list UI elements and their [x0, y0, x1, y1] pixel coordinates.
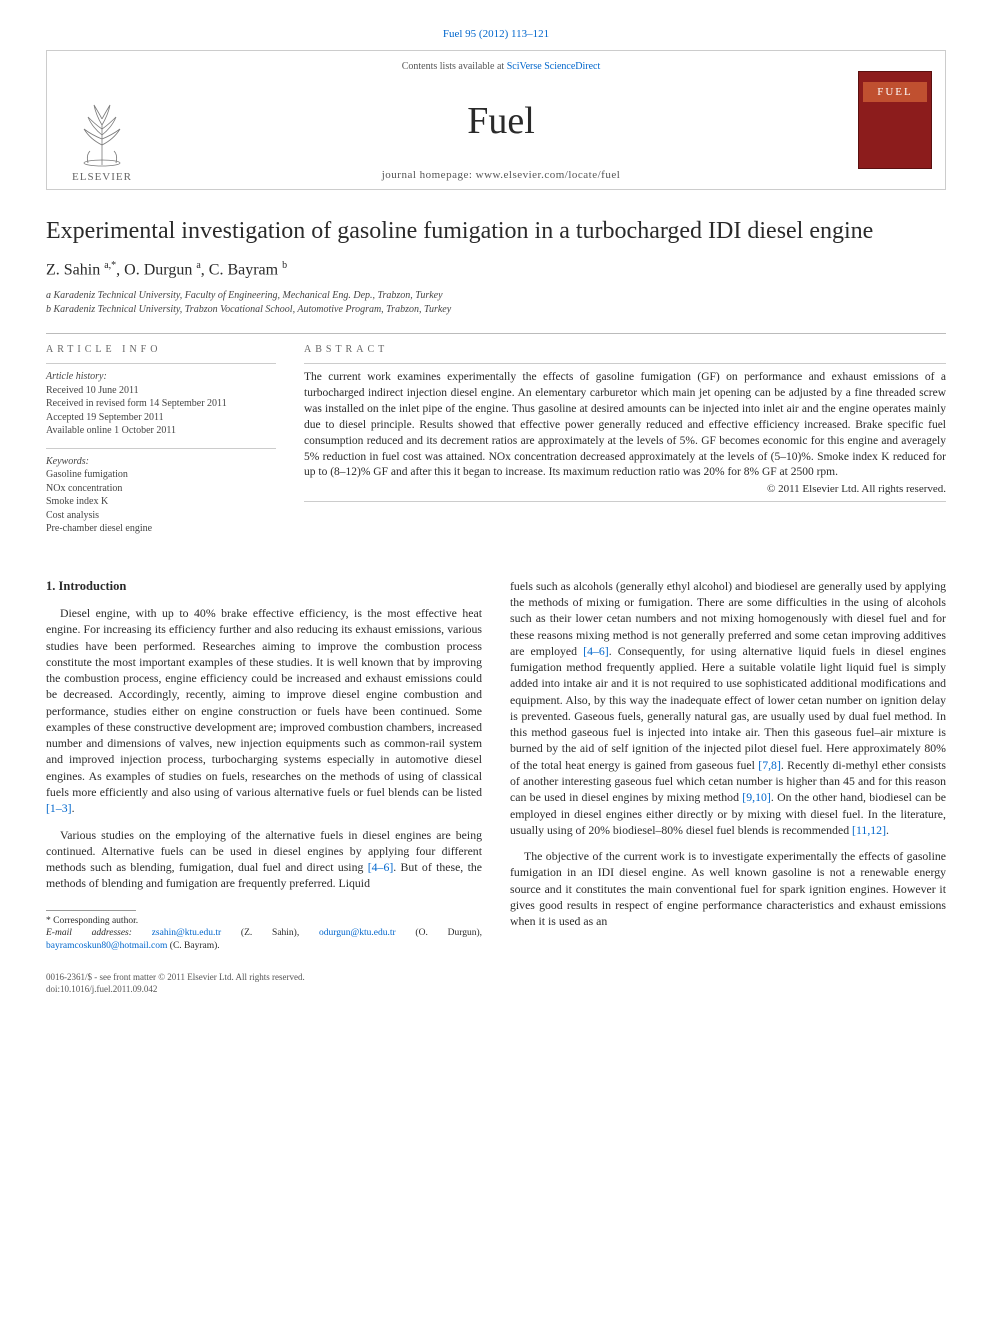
intro-para-2: Various studies on the employing of the …: [46, 827, 482, 892]
keyword: Pre-chamber diesel engine: [46, 522, 276, 536]
ref-link[interactable]: [4–6]: [583, 644, 609, 658]
affiliation-b: b Karadeniz Technical University, Trabzo…: [46, 303, 946, 317]
abstract: ABSTRACT The current work examines exper…: [304, 344, 946, 546]
ref-link[interactable]: [7,8]: [758, 758, 781, 772]
intro-para-1: Diesel engine, with up to 40% brake effe…: [46, 605, 482, 816]
issn-line: 0016-2361/$ - see front matter © 2011 El…: [46, 971, 946, 983]
corresponding-author: * Corresponding author.: [46, 915, 482, 928]
article-info: ARTICLE INFO Article history: Received 1…: [46, 344, 276, 546]
citation[interactable]: Fuel 95 (2012) 113–121: [46, 28, 946, 40]
cover-title: FUEL: [863, 82, 927, 102]
masthead-center: Contents lists available at SciVerse Sci…: [157, 51, 845, 189]
keyword: Cost analysis: [46, 509, 276, 523]
keyword: Smoke index K: [46, 495, 276, 509]
homepage-url[interactable]: www.elsevier.com/locate/fuel: [476, 169, 621, 181]
journal-name: Fuel: [161, 99, 841, 143]
affiliations: a Karadeniz Technical University, Facult…: [46, 289, 946, 317]
right-column: fuels such as alcohols (generally ethyl …: [510, 578, 946, 953]
history-online: Available online 1 October 2011: [46, 424, 276, 438]
keyword: Gasoline fumigation: [46, 468, 276, 482]
history-received: Received 10 June 2011: [46, 384, 276, 398]
affiliation-a: a Karadeniz Technical University, Facult…: [46, 289, 946, 303]
rule: [46, 333, 946, 334]
email-link[interactable]: bayramcoskun80@hotmail.com: [46, 941, 167, 951]
right-para-1: fuels such as alcohols (generally ethyl …: [510, 578, 946, 838]
ref-link[interactable]: [4–6]: [368, 860, 394, 874]
email-link[interactable]: zsahin@ktu.edu.tr: [152, 928, 221, 938]
keyword: NOx concentration: [46, 482, 276, 496]
sciencedirect-link[interactable]: SciVerse ScienceDirect: [507, 61, 601, 72]
history-label: Article history:: [46, 370, 276, 384]
elsevier-tree-icon: [72, 95, 132, 167]
journal-cover-thumb: FUEL: [845, 51, 945, 189]
ref-link[interactable]: [11,12]: [852, 823, 886, 837]
ref-link[interactable]: [1–3]: [46, 801, 72, 815]
abstract-copyright: © 2011 Elsevier Ltd. All rights reserved…: [304, 483, 946, 495]
abstract-text: The current work examines experimentally…: [304, 370, 946, 481]
history-revised: Received in revised form 14 September 20…: [46, 397, 276, 411]
abstract-heading: ABSTRACT: [304, 344, 946, 355]
journal-homepage: journal homepage: www.elsevier.com/locat…: [161, 169, 841, 181]
article-info-heading: ARTICLE INFO: [46, 344, 276, 355]
left-column: 1. Introduction Diesel engine, with up t…: [46, 578, 482, 953]
ref-link[interactable]: [9,10]: [742, 790, 771, 804]
publisher-logo-block: ELSEVIER: [47, 51, 157, 189]
doi-line: doi:10.1016/j.fuel.2011.09.042: [46, 983, 946, 995]
article-title: Experimental investigation of gasoline f…: [46, 216, 946, 246]
contents-prefix: Contents lists available at: [402, 61, 507, 72]
masthead: ELSEVIER Contents lists available at Sci…: [46, 50, 946, 190]
email-link[interactable]: odurgun@ktu.edu.tr: [319, 928, 396, 938]
footnotes: * Corresponding author. E-mail addresses…: [46, 915, 482, 953]
contents-line: Contents lists available at SciVerse Sci…: [161, 61, 841, 72]
authors: Z. Sahin a,*, O. Durgun a, C. Bayram b: [46, 260, 946, 279]
email-addresses: E-mail addresses: zsahin@ktu.edu.tr (Z. …: [46, 927, 482, 953]
section-heading: 1. Introduction: [46, 578, 482, 595]
elsevier-wordmark: ELSEVIER: [72, 171, 132, 183]
homepage-prefix: journal homepage:: [382, 169, 476, 181]
right-para-2: The objective of the current work is to …: [510, 848, 946, 929]
history-accepted: Accepted 19 September 2011: [46, 411, 276, 425]
footnote-rule: [46, 910, 136, 911]
bottom-matter: 0016-2361/$ - see front matter © 2011 El…: [46, 971, 946, 995]
keywords-label: Keywords:: [46, 455, 276, 469]
body-columns: 1. Introduction Diesel engine, with up t…: [46, 578, 946, 953]
